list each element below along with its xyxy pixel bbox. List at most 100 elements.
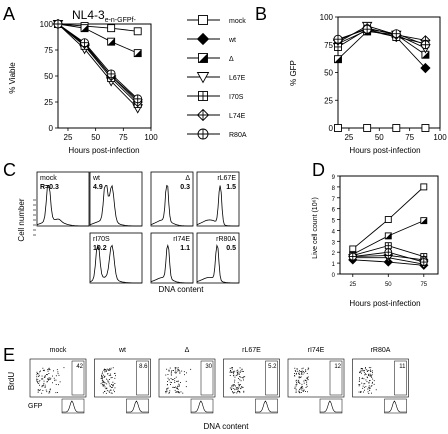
panel-c-ylabel: Cell number — [17, 198, 26, 241]
histogram-curve-wt — [89, 184, 142, 227]
panel-b: % GFP Hours post-infection 25 50 75 100 0 25 5… — [289, 13, 447, 155]
scatter-dot — [165, 391, 167, 392]
scatter-dot — [175, 391, 177, 393]
marker-half-square-fill — [107, 38, 115, 46]
scatter-dot — [299, 370, 300, 372]
histogram-name-rI70S: rI70S — [93, 236, 110, 243]
marker-half-square-fill — [334, 55, 342, 63]
y-tick-label: 7 — [332, 197, 336, 203]
scatter-dot — [43, 382, 45, 384]
scatter-dot — [111, 384, 112, 385]
scatter-dot — [301, 373, 302, 375]
scatter-dot — [240, 380, 242, 382]
scatter-dot — [235, 375, 237, 376]
scatter-dot — [364, 374, 366, 376]
marker-crossed-circle-cross — [421, 40, 430, 49]
scatter-dot — [302, 367, 304, 369]
scatter-dot — [239, 371, 241, 373]
marker-crossed-circle-cross — [198, 129, 208, 139]
scatter-dot — [299, 377, 301, 378]
scatter-dot — [295, 380, 297, 382]
scatter-dot — [296, 368, 298, 370]
scatter-dot — [296, 370, 298, 372]
scatter-dot — [167, 374, 169, 375]
histogram-frame-rI70S — [89, 232, 143, 284]
scatter-dot — [42, 390, 44, 391]
scatter-frame-mock — [29, 358, 87, 398]
y-tick-label: 8 — [332, 186, 336, 192]
scatter-dot — [43, 376, 45, 378]
scatter-dot — [47, 379, 49, 381]
scatter-dot — [39, 384, 40, 386]
scatter-dot — [174, 371, 176, 373]
scatter-dot — [104, 369, 105, 371]
scatter-dot — [236, 374, 238, 376]
scatter-dot — [370, 367, 372, 369]
scatter-dot — [36, 378, 37, 380]
scatter-dot — [38, 383, 40, 384]
scatter-dot — [236, 370, 238, 372]
scatter-dot — [295, 388, 297, 390]
scatter-dot — [237, 387, 239, 388]
scatter-dot — [110, 377, 112, 379]
scatter-dot — [233, 388, 235, 389]
scatter-dot — [110, 374, 112, 376]
scatter-dot — [108, 370, 110, 371]
data-point-Δ — [420, 217, 428, 225]
scatter-dot — [238, 384, 240, 386]
scatter-dot — [232, 385, 233, 387]
panel-letter-d: D — [312, 160, 325, 180]
scatter-dot — [239, 367, 241, 369]
scatter-dot — [43, 384, 44, 386]
scatter-dot — [372, 378, 374, 380]
scatter-dot — [56, 369, 58, 371]
scatter-dot — [236, 392, 238, 394]
scatter-dot — [304, 379, 306, 381]
x-tick-label: 75 — [119, 133, 128, 142]
scatter-dot — [101, 375, 102, 377]
y-tick-label: 3 — [332, 240, 336, 246]
histogram-frame-wt — [89, 171, 143, 227]
scatter-dot — [300, 387, 302, 389]
scatter-dot — [368, 370, 370, 371]
scatter-dot — [38, 381, 40, 383]
scatter-dot — [174, 368, 176, 370]
scatter-dot — [240, 388, 242, 390]
scatter-dot — [57, 371, 59, 373]
marker-open-square — [392, 124, 401, 132]
scatter-dot — [229, 367, 231, 369]
scatter-dot — [230, 370, 231, 371]
y-tick-label: 2 — [332, 251, 336, 257]
series-line-I70S — [337, 28, 426, 48]
scatter-dot — [47, 381, 48, 383]
scatter-dot — [360, 391, 361, 393]
scatter-dot — [46, 374, 47, 375]
scatter-dot — [367, 388, 369, 390]
scatter-dot — [174, 387, 175, 388]
histogram-curve-rI70S — [89, 244, 142, 284]
marker-crossed-circle-cross — [363, 25, 372, 34]
scatter-dot — [370, 369, 371, 371]
scatter-dot — [368, 382, 370, 384]
scatter-dot — [110, 392, 112, 394]
scatter-dot — [298, 376, 300, 378]
scatter-dot — [298, 391, 300, 393]
scatter-dot — [298, 381, 300, 383]
scatter-dot — [237, 391, 238, 393]
data-point-R80A — [419, 258, 428, 266]
scatter-gate-rI74E — [329, 360, 343, 396]
scatter-dot — [375, 389, 377, 391]
scatter-dot — [110, 367, 112, 369]
legend-marker-L67E — [196, 72, 210, 84]
scatter-dot — [38, 373, 40, 375]
scatter-dot — [44, 386, 46, 388]
scatter-dot — [370, 385, 372, 387]
scatter-dot — [52, 375, 53, 377]
scatter-dot — [363, 391, 364, 393]
scatter-dot — [103, 369, 105, 371]
scatter-dot — [241, 371, 243, 372]
scatter-dot — [307, 379, 309, 381]
scatter-dot — [364, 373, 366, 375]
scatter-dot — [106, 370, 107, 372]
scatter-dot — [294, 367, 296, 369]
